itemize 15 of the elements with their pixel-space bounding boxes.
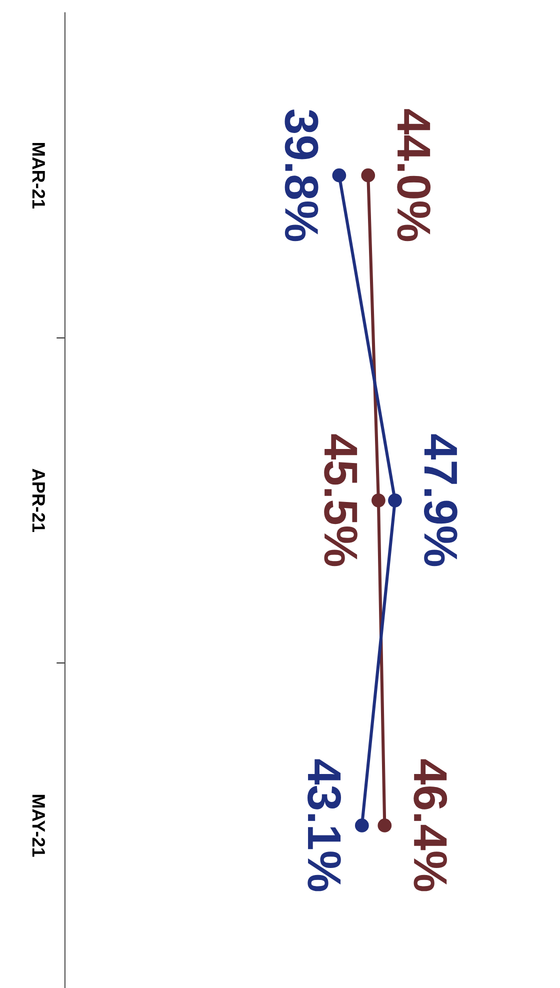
y-tick-label: APR-21 [32, 468, 46, 532]
point [354, 818, 369, 832]
y-tick-label: MAY-21 [32, 794, 46, 857]
point [332, 168, 346, 182]
data-label: 45.5% [324, 434, 358, 566]
data-label: 44.0% [397, 109, 431, 242]
point [372, 493, 386, 508]
data-label: 46.4% [414, 759, 448, 892]
data-label: 43.1% [308, 759, 342, 892]
point [378, 818, 392, 832]
data-label: 47.9% [424, 434, 458, 566]
point [388, 493, 402, 508]
y-tick-label: MAR-21 [32, 142, 46, 208]
data-label: 39.8% [284, 110, 318, 242]
point [361, 168, 376, 182]
